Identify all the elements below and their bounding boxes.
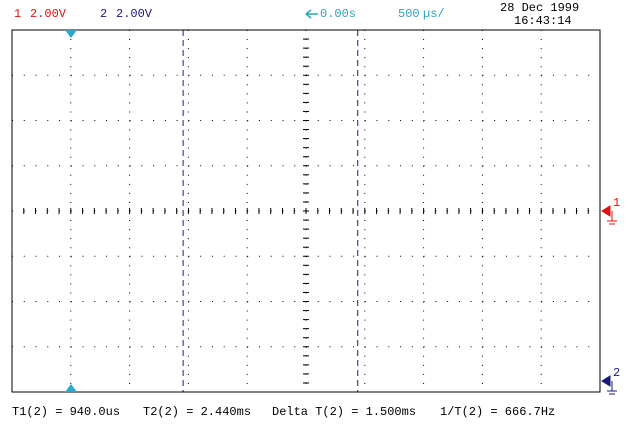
ch2-ground-label: 2 [613, 366, 620, 380]
ch2-legend: 2 [100, 7, 107, 21]
plot-border [11, 29, 601, 393]
ch2-scale: 2.00V [116, 7, 153, 21]
time: 16:43:14 [514, 14, 572, 28]
trigger-marker-top [65, 30, 77, 38]
date: 28 Dec 1999 [500, 1, 579, 15]
ch1-legend: 1 [14, 7, 21, 21]
cursor-t2: T2(2) = 2.440ms [143, 405, 251, 419]
cursor-delta: Delta T(2) = 1.500ms [272, 405, 416, 419]
ch2-ground-marker [601, 375, 617, 395]
trigger-marker-bottom [65, 384, 77, 392]
cursor-frequency: 1/T(2) = 666.7Hz [440, 405, 555, 419]
timebase-unit: µs/ [423, 7, 445, 21]
ch1-ground-label: 1 [613, 196, 620, 210]
plot-area [11, 29, 601, 393]
ch1-ground-marker [601, 205, 617, 225]
delay: 0.00s [320, 7, 356, 21]
ch1-scale: 2.00V [30, 7, 67, 21]
cursor-t1: T1(2) = 940.0us [12, 405, 120, 419]
delay-arrow [305, 9, 318, 19]
timebase: 500 [398, 7, 420, 21]
